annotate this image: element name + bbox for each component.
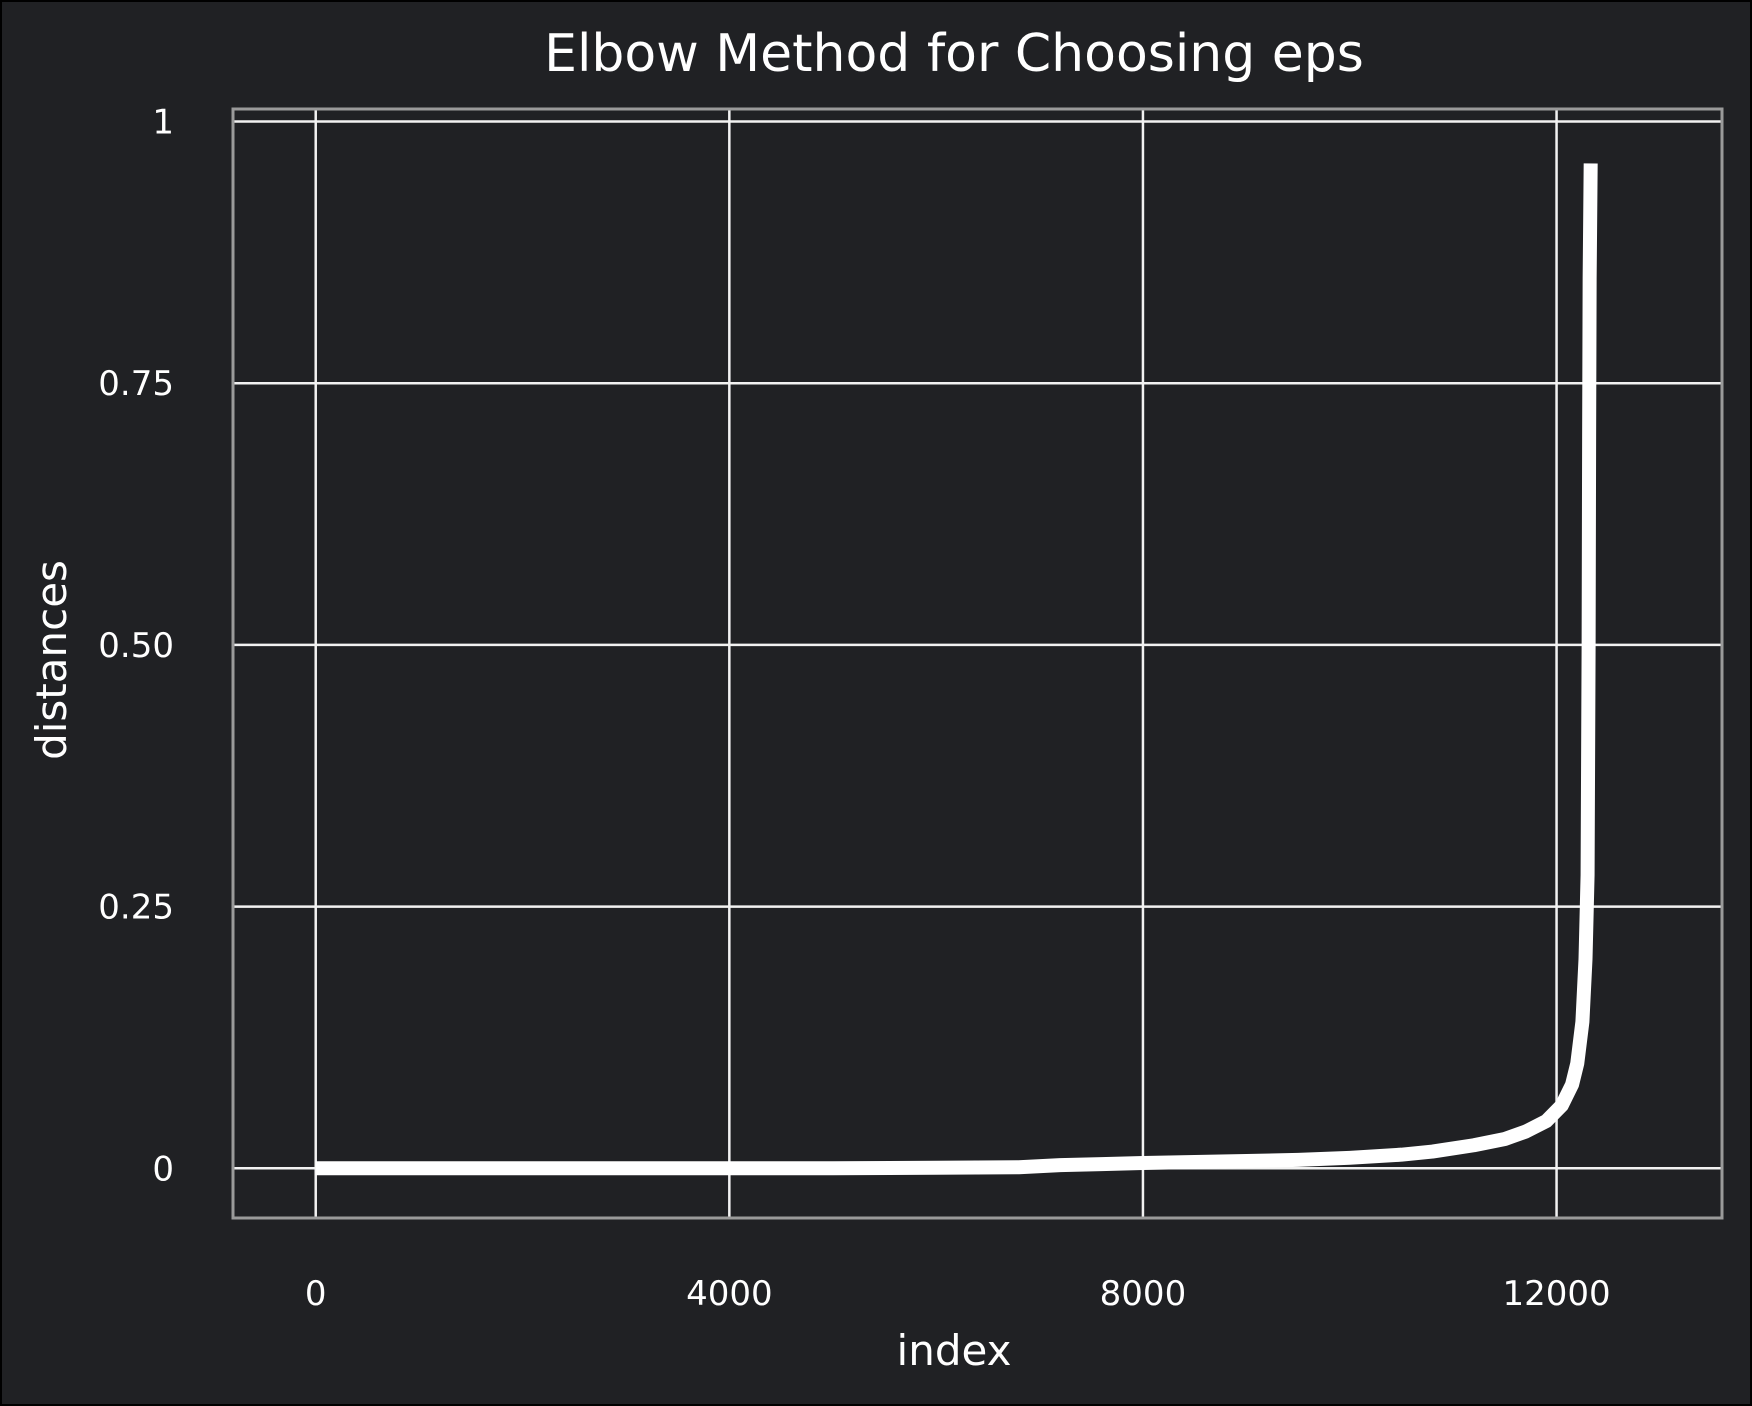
y-tick-label: 0.25 bbox=[98, 888, 174, 928]
chart-title: Elbow Method for Choosing eps bbox=[544, 24, 1364, 84]
y-tick-labels: 0 0.25 0.50 0.75 1 bbox=[98, 103, 174, 1190]
y-tick-label: 0.75 bbox=[98, 364, 174, 404]
y-tick-label: 1 bbox=[152, 103, 174, 143]
x-tick-label: 4000 bbox=[686, 1274, 773, 1314]
x-tick-labels: 0 4000 8000 12000 bbox=[305, 1274, 1611, 1314]
y-axis-label: distances bbox=[27, 560, 76, 760]
distance-curve bbox=[315, 163, 1598, 1176]
y-tick-label: 0 bbox=[152, 1149, 174, 1189]
plot-frame bbox=[231, 107, 1724, 1220]
y-tick-label: 0.50 bbox=[98, 626, 174, 666]
x-tick-label: 12000 bbox=[1502, 1274, 1610, 1314]
x-axis-label: index bbox=[897, 1326, 1012, 1375]
x-tick-label: 8000 bbox=[1100, 1274, 1187, 1314]
x-grid bbox=[314, 109, 1558, 1218]
x-tick-label: 0 bbox=[305, 1274, 327, 1314]
